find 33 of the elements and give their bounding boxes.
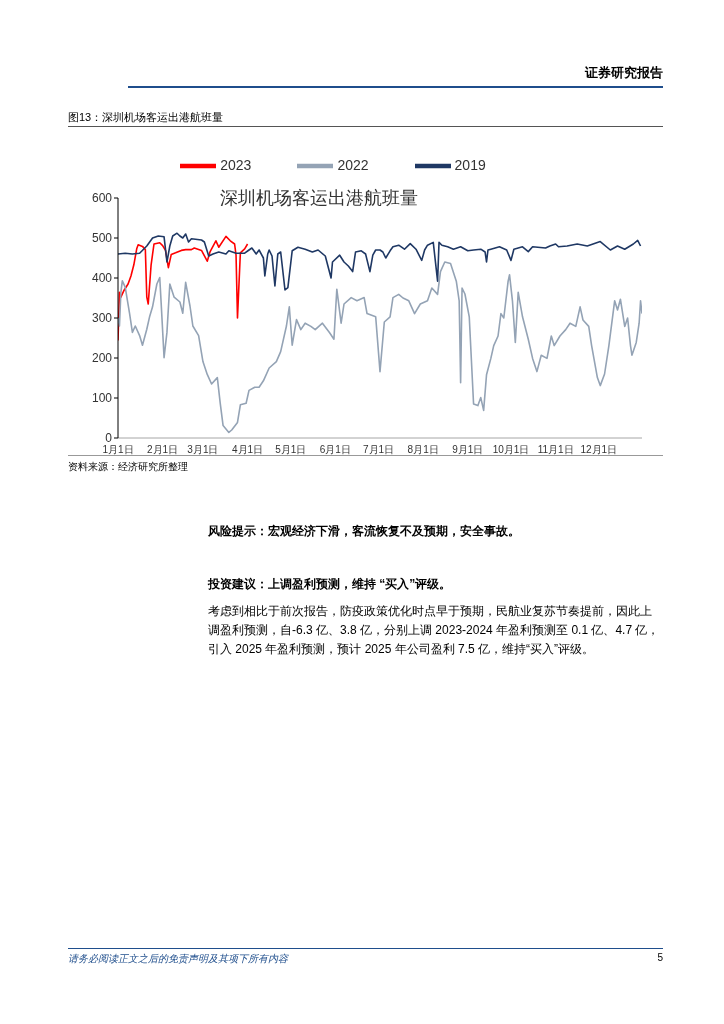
text: 资料来源：经济研究所整理 <box>68 460 188 474</box>
y-tick-label: 400 <box>91 271 113 286</box>
y-tick-label: 500 <box>91 231 113 246</box>
text: 证券研究报告 <box>585 64 663 82</box>
x-tick-label: 1月1日 <box>102 444 134 456</box>
legend-label: 2022 <box>337 156 369 173</box>
text: 考虑到相比于前次报告，防疫政策优化时点早于预期，民航业复苏节奏提前，因此上调盈利预测，自-6.3 亿、3.8 亿，分别上调 2023-2024 年盈利预测至 0.1 亿、4.7 亿，引入 2025 年盈利预测，预计 2025 年公司盈利 7.5 亿，维持“买入”评级。 <box>208 603 661 658</box>
y-tick-label: 600 <box>91 191 113 206</box>
x-tick-label: 11月1日 <box>537 444 574 456</box>
x-tick-label: 8月1日 <box>407 444 439 456</box>
x-tick-label: 5月1日 <box>275 444 307 456</box>
x-tick-label: 2月1日 <box>147 444 179 456</box>
x-tick-label: 12月1日 <box>580 444 618 456</box>
text: 投资建议：上调盈利预测，维持 “买入”评级。 <box>208 576 452 593</box>
legend-label: 2023 <box>220 156 252 173</box>
x-tick-label: 10月1日 <box>492 444 530 456</box>
x-tick-label: 9月1日 <box>452 444 484 456</box>
y-tick-label: 0 <box>105 431 113 446</box>
legend-label: 2019 <box>454 156 486 173</box>
y-tick-label: 100 <box>91 391 113 406</box>
chart-subtitle: 深圳机场客运出港航班量 <box>220 186 418 210</box>
text: 请务必阅读正文之后的免责声明及其项下所有内容 <box>68 952 288 966</box>
y-tick-label: 300 <box>91 311 113 326</box>
x-tick-label: 3月1日 <box>187 444 219 456</box>
text: 风险提示：宏观经济下滑，客流恢复不及预期，安全事故。 <box>208 523 520 540</box>
line-series <box>118 261 642 434</box>
line-series <box>118 232 642 291</box>
x-tick-label: 4月1日 <box>232 444 264 456</box>
chart-title: 图13：深圳机场客运出港航班量 <box>68 110 224 125</box>
text: 5 <box>657 952 663 963</box>
x-tick-label: 7月1日 <box>363 444 395 456</box>
y-tick-label: 200 <box>91 351 113 366</box>
x-tick-label: 6月1日 <box>319 444 351 456</box>
